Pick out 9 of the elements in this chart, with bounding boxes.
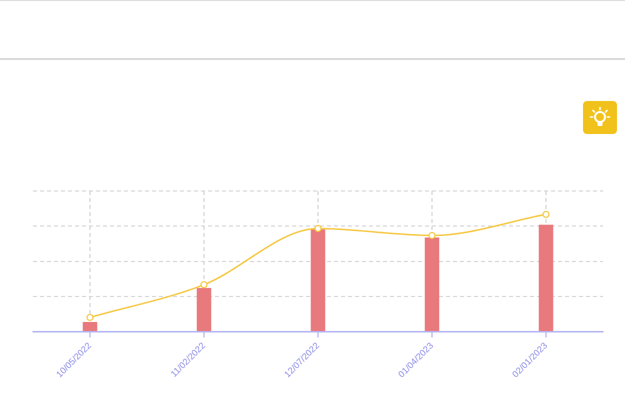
bar bbox=[538, 224, 554, 332]
bar bbox=[196, 288, 212, 332]
point bbox=[428, 232, 436, 240]
point bbox=[542, 210, 550, 218]
point bbox=[200, 281, 208, 288]
point bbox=[314, 224, 322, 232]
bar bbox=[424, 238, 440, 332]
bar bbox=[310, 229, 326, 332]
point bbox=[86, 314, 94, 322]
